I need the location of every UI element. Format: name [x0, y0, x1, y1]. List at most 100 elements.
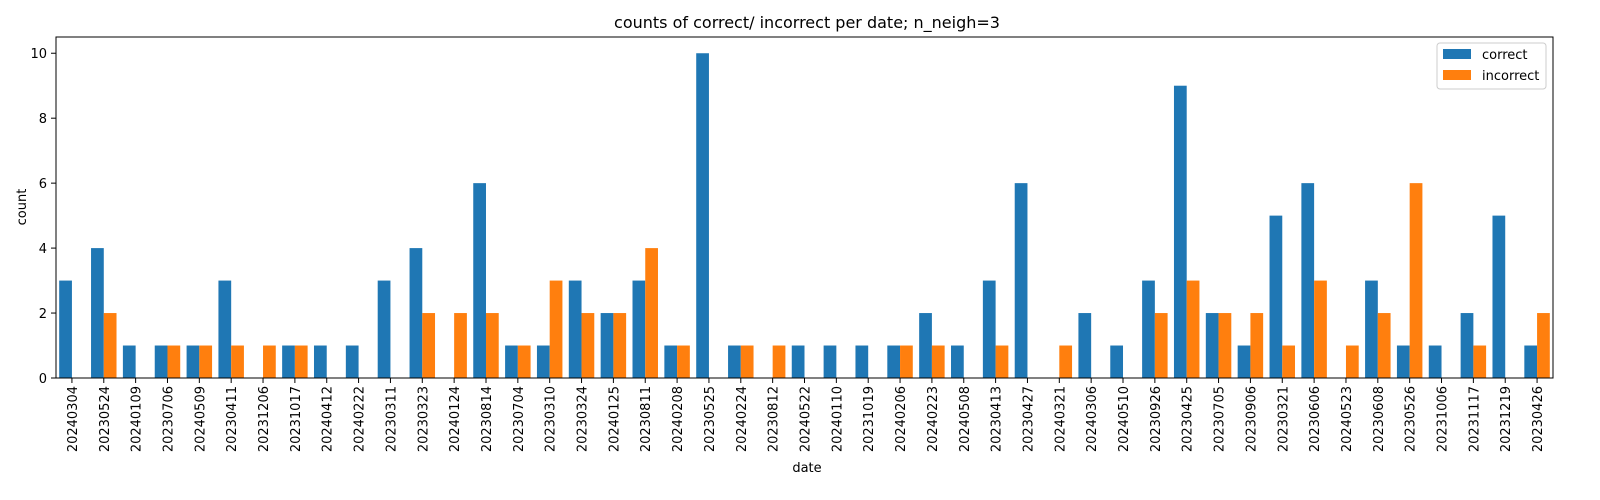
bar-incorrect-20240208 — [677, 345, 690, 378]
bar-correct-20231219 — [1492, 215, 1506, 378]
bar-incorrect-20230705 — [1218, 313, 1232, 378]
x-tick-label: 20240223 — [926, 386, 941, 452]
y-tick-label: 2 — [39, 307, 47, 322]
bar-incorrect-20230811 — [645, 248, 658, 378]
legend-swatch-correct — [1443, 49, 1471, 59]
bar-incorrect-20240321 — [1059, 345, 1073, 378]
bar-correct-20230525 — [696, 53, 709, 379]
x-tick-label: 20230323 — [416, 386, 431, 452]
bar-correct-20230323 — [409, 248, 423, 378]
x-tick-label: 20230321 — [1276, 386, 1291, 452]
x-tick-label: 20240412 — [321, 386, 336, 452]
x-tick-label: 20240109 — [130, 386, 145, 452]
bar-incorrect-20230411 — [231, 345, 244, 378]
x-tick-label: 20230526 — [1404, 386, 1419, 452]
x-tick-label: 20230324 — [576, 386, 591, 452]
bar-correct-20240510 — [1110, 345, 1124, 378]
x-tick-label: 20231019 — [862, 386, 877, 452]
bar-correct-20240206 — [887, 345, 901, 378]
bar-correct-20240306 — [1078, 313, 1092, 378]
bar-correct-20230427 — [1014, 183, 1028, 378]
bar-correct-20230814 — [473, 183, 486, 378]
bar-correct-20240208 — [664, 345, 678, 378]
bar-correct-20240110 — [823, 345, 837, 378]
x-tick-label: 20231117 — [1467, 386, 1482, 452]
bar-incorrect-20230814 — [485, 313, 499, 378]
chart-title: counts of correct/ incorrect per date; n… — [614, 13, 1000, 33]
x-tick-label: 20240304 — [66, 386, 81, 452]
bar-correct-20230425 — [1173, 85, 1187, 379]
bar-correct-20240125 — [600, 313, 614, 378]
bar-correct-20230526 — [1396, 345, 1410, 378]
bar-incorrect-20231206 — [263, 345, 276, 378]
x-tick-label: 20230606 — [1308, 386, 1323, 452]
x-tick-label: 20231006 — [1436, 386, 1451, 452]
x-axis: 20240304 20230524 20240109 20230706 20240509… — [66, 378, 1546, 452]
x-tick-label: 20230608 — [1372, 386, 1387, 452]
bar-correct-20230411 — [218, 280, 232, 378]
x-tick-label: 20230706 — [161, 386, 176, 452]
x-tick-label: 20240510 — [1117, 386, 1132, 452]
x-tick-label: 20230413 — [990, 386, 1005, 452]
x-tick-label: 20230426 — [1531, 386, 1546, 452]
bar-incorrect-20230706 — [167, 345, 181, 378]
x-tick-label: 20240509 — [193, 386, 208, 452]
bar-correct-20230310 — [536, 345, 550, 378]
y-tick-label: 8 — [39, 112, 47, 127]
bar-correct-20230524 — [91, 248, 104, 378]
x-tick-label: 20230427 — [1021, 386, 1036, 452]
bar-correct-20230704 — [505, 345, 518, 378]
bar-correct-20230906 — [1237, 345, 1251, 378]
bar-incorrect-20240125 — [613, 313, 627, 378]
x-tick-label: 20240523 — [1340, 386, 1355, 452]
y-tick-label: 0 — [39, 372, 47, 387]
bar-incorrect-20230413 — [995, 345, 1009, 378]
bar-incorrect-20230606 — [1314, 280, 1327, 378]
x-axis-title: date — [792, 461, 821, 476]
x-tick-label: 20230425 — [1181, 386, 1196, 452]
x-tick-label: 20240222 — [353, 386, 368, 452]
bar-correct-20231017 — [282, 345, 295, 378]
bar-correct-20240509 — [186, 345, 200, 378]
plot-area — [55, 36, 1554, 379]
bar-incorrect-20240224 — [740, 345, 754, 378]
bar-correct-20230311 — [377, 280, 391, 378]
bar-correct-20231006 — [1428, 345, 1442, 378]
bar-correct-20240222 — [345, 345, 359, 378]
y-tick-label: 10 — [30, 47, 47, 62]
bar-correct-20240412 — [313, 345, 327, 378]
x-tick-label: 20240208 — [671, 386, 686, 452]
x-tick-label: 20240508 — [958, 386, 973, 452]
legend-label-correct: correct — [1482, 48, 1528, 63]
bar-correct-20240304 — [59, 280, 72, 378]
x-tick-label: 20231017 — [289, 386, 304, 452]
bar-incorrect-20230310 — [549, 280, 563, 378]
x-tick-label: 20230411 — [225, 386, 240, 452]
x-tick-label: 20240224 — [735, 386, 750, 452]
x-tick-label: 20230705 — [1213, 386, 1228, 452]
bar-correct-20230926 — [1142, 280, 1155, 378]
bar-incorrect-20240223 — [931, 345, 945, 378]
bar-incorrect-20230926 — [1154, 313, 1168, 378]
x-tick-label: 20231219 — [1499, 386, 1514, 452]
x-tick-label: 20230811 — [639, 386, 654, 452]
bar-incorrect-20231017 — [294, 345, 308, 378]
bar-incorrect-20230321 — [1282, 345, 1296, 378]
bar-incorrect-20230526 — [1409, 183, 1423, 378]
y-axis: 0 2 4 6 8 10 — [30, 47, 56, 387]
bar-correct-20240508 — [951, 345, 964, 378]
legend-label-incorrect: incorrect — [1482, 69, 1539, 84]
x-tick-label: 20230906 — [1244, 386, 1259, 452]
y-tick-label: 4 — [39, 242, 47, 257]
x-tick-label: 20231206 — [257, 386, 272, 452]
y-tick-label: 6 — [39, 177, 47, 192]
bar-incorrect-20240124 — [454, 313, 467, 378]
x-tick-label: 20230525 — [703, 386, 718, 452]
bar-correct-20230706 — [154, 345, 168, 378]
bar-correct-20231019 — [855, 345, 869, 378]
x-tick-label: 20240124 — [448, 386, 463, 452]
bar-incorrect-20230323 — [422, 313, 436, 378]
bar-incorrect-20240206 — [900, 345, 913, 378]
x-tick-label: 20240522 — [799, 386, 814, 452]
x-tick-label: 20230704 — [512, 386, 527, 452]
